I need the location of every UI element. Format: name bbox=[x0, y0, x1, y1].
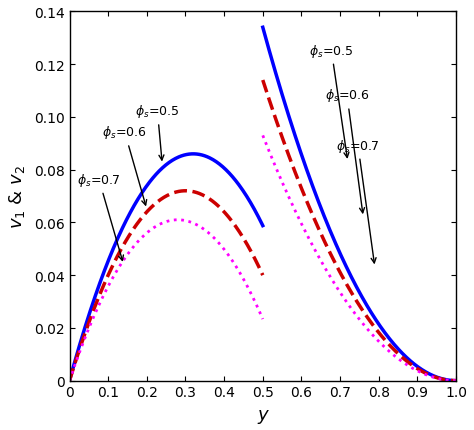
Text: $\phi_s$=0.5: $\phi_s$=0.5 bbox=[135, 103, 180, 161]
Text: $\phi_s$=0.7: $\phi_s$=0.7 bbox=[77, 172, 123, 261]
Text: $\phi_s$=0.7: $\phi_s$=0.7 bbox=[336, 137, 380, 263]
Y-axis label: $v_1$ & $v_2$: $v_1$ & $v_2$ bbox=[7, 165, 27, 228]
Text: $\phi_s$=0.5: $\phi_s$=0.5 bbox=[309, 43, 354, 158]
Text: $\phi_s$=0.6: $\phi_s$=0.6 bbox=[325, 87, 369, 213]
Text: $\phi_s$=0.6: $\phi_s$=0.6 bbox=[102, 124, 147, 206]
X-axis label: y: y bbox=[257, 405, 268, 423]
